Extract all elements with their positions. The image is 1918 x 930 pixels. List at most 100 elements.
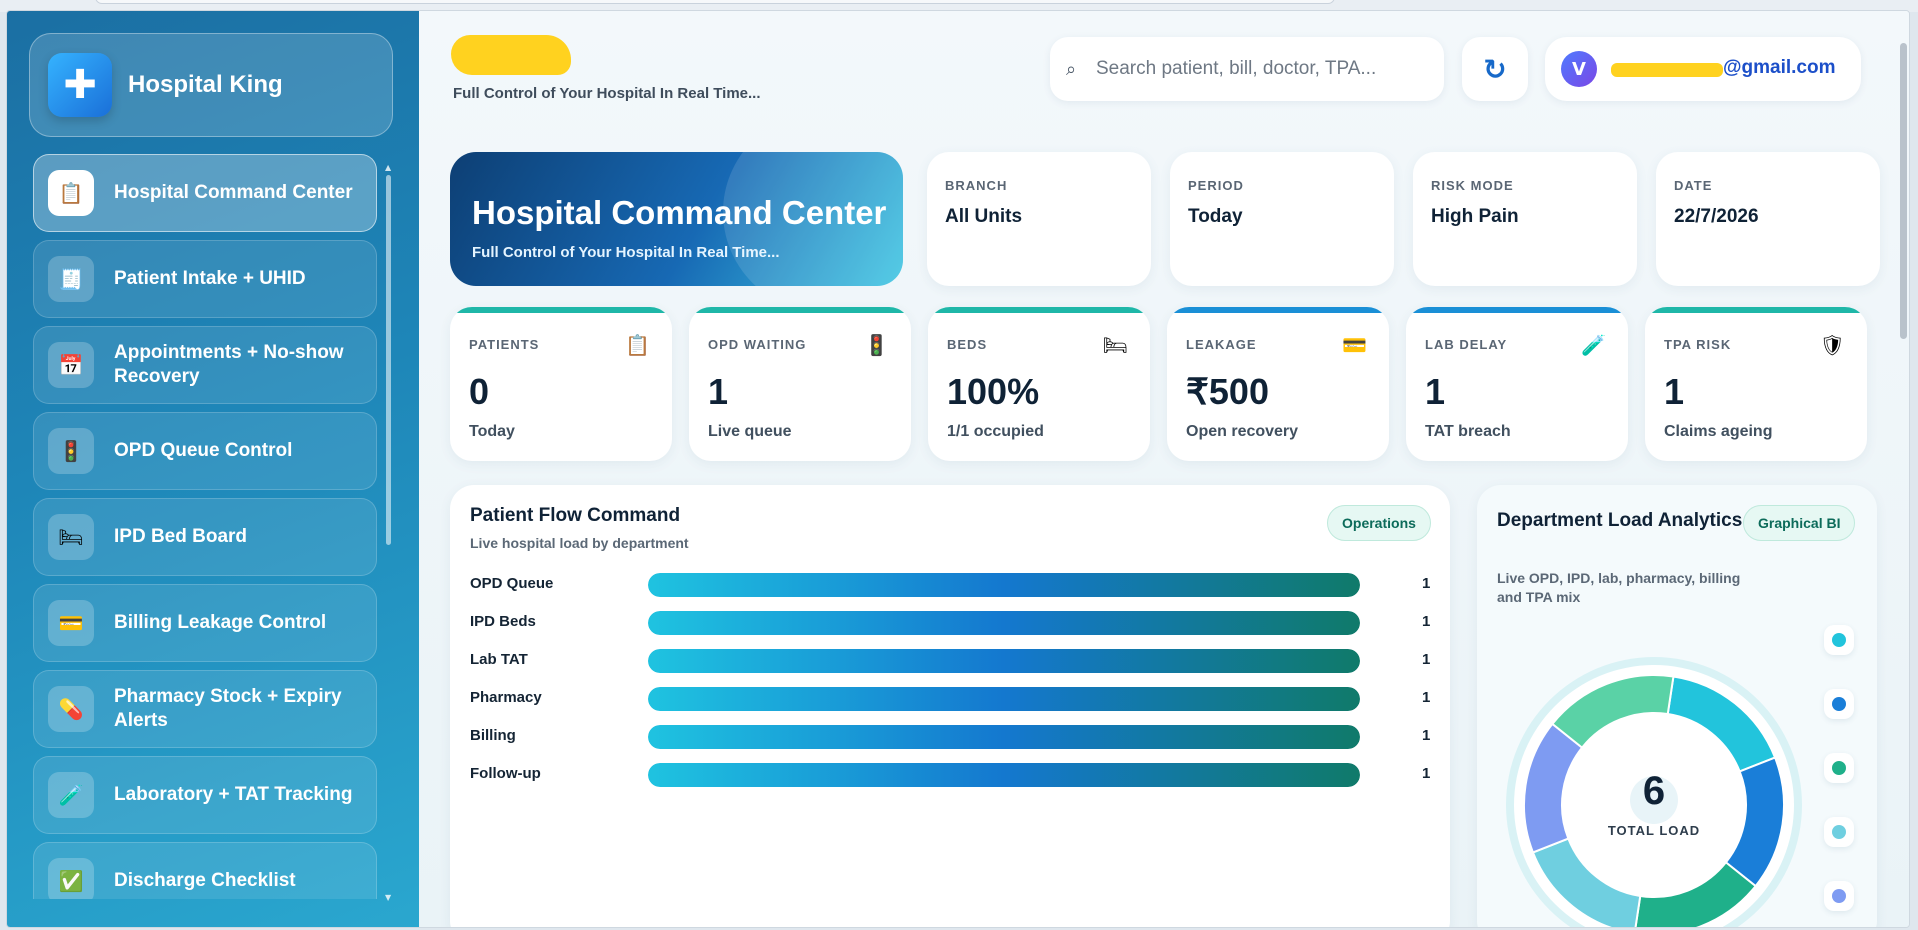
total-load-caption: TOTAL LOAD (1607, 823, 1701, 838)
avatar: V (1561, 51, 1597, 87)
test-tube-icon: 🧪 (1581, 333, 1606, 357)
refresh-icon: ↻ (1483, 52, 1507, 86)
kpi-value: 1 (708, 371, 729, 412)
flow-row: OPD Queue 1 (470, 573, 1430, 597)
flow-row: IPD Beds 1 (470, 611, 1430, 635)
kpi-label: LAB DELAY (1425, 337, 1508, 352)
credit-card-icon: 💳 (1342, 333, 1367, 357)
flow-bar-fill (648, 725, 1360, 749)
refresh-button[interactable]: ↻ (1462, 37, 1528, 101)
legend-marker (1824, 817, 1854, 847)
legend-color-swatch (1832, 825, 1846, 839)
clipboard-icon: 📋 (625, 333, 650, 357)
traffic-light-icon: 🚦 (48, 428, 94, 474)
department-load-panel: Department Load Analytics Live OPD, IPD,… (1477, 485, 1877, 927)
filter-value: All Units (945, 206, 1023, 227)
sidebar-scroll-thumb[interactable] (386, 175, 391, 545)
flow-row-label: Follow-up (470, 765, 541, 782)
kpi-accent-bar (1167, 307, 1389, 313)
filter-label: DATE (1674, 178, 1713, 193)
sidebar-item[interactable]: 📋 Hospital Command Center (33, 154, 377, 232)
sidebar-item[interactable]: 💳 Billing Leakage Control (33, 584, 377, 662)
flow-bar-track (648, 611, 1360, 635)
search-input[interactable] (1096, 58, 1426, 80)
user-menu[interactable]: V @gmail.com (1545, 37, 1861, 101)
flow-bar-track (648, 649, 1360, 673)
scroll-down-icon[interactable]: ▼ (385, 893, 392, 902)
kpi-card-leakage[interactable]: LEAKAGE 💳 ₹500 Open recovery (1167, 307, 1389, 461)
flow-row-count: 1 (1422, 575, 1431, 592)
search-icon: ⌕ (1066, 58, 1077, 80)
window-scroll-thumb[interactable] (1900, 43, 1907, 339)
sidebar-item[interactable]: 📅 Appointments + No-show Recovery (33, 326, 377, 404)
sidebar: ✚ Hospital King 📋 Hospital Command Center… (7, 11, 419, 927)
department-donut-chart (1506, 657, 1802, 927)
kpi-subtext: Live queue (708, 423, 792, 440)
flow-row-label: Billing (470, 727, 516, 744)
dept-title: Department Load Analytics (1497, 510, 1743, 531)
flow-bar-track (648, 763, 1360, 787)
kpi-card-opd-waiting[interactable]: OPD WAITING 🚦 1 Live queue (689, 307, 911, 461)
redacted-email (1611, 63, 1723, 77)
sidebar-scrollbar[interactable]: ▲ ▼ (385, 163, 391, 903)
flow-bar-fill (648, 649, 1360, 673)
kpi-card-lab-delay[interactable]: LAB DELAY 🧪 1 TAT breach (1406, 307, 1628, 461)
graphical-bi-badge[interactable]: Graphical BI (1743, 505, 1856, 541)
sidebar-item[interactable]: 🧾 Patient Intake + UHID (33, 240, 377, 318)
sidebar-item-label: OPD Queue Control (114, 440, 293, 461)
sidebar-item-label: Patient Intake + UHID (114, 268, 306, 289)
flow-row-label: Lab TAT (470, 651, 528, 668)
header-subtitle: Full Control of Your Hospital In Real Ti… (453, 85, 761, 102)
kpi-label: BEDS (947, 337, 988, 352)
filter-value: Today (1188, 206, 1243, 227)
scroll-up-icon[interactable]: ▲ (385, 163, 392, 172)
window-scrollbar[interactable] (1899, 31, 1909, 927)
flow-row: Pharmacy 1 (470, 687, 1430, 711)
sidebar-item[interactable]: 🛏 IPD Bed Board (33, 498, 377, 576)
flow-row: Billing 1 (470, 725, 1430, 749)
legend-marker (1824, 881, 1854, 911)
sidebar-nav: 📋 Hospital Command Center 🧾 Patient Intake … (29, 154, 385, 899)
flow-row-count: 1 (1422, 613, 1431, 630)
main-content: Full Control of Your Hospital In Real Ti… (419, 11, 1909, 927)
filter-label: PERIOD (1188, 178, 1244, 193)
sidebar-item[interactable]: 🚦 OPD Queue Control (33, 412, 377, 490)
kpi-card-patients[interactable]: PATIENTS 📋 0 Today (450, 307, 672, 461)
page-title: Hospital Command Center (472, 194, 887, 231)
sidebar-item[interactable]: 🧪 Laboratory + TAT Tracking (33, 756, 377, 834)
browser-address-bar[interactable] (95, 0, 1335, 4)
sidebar-item-label: IPD Bed Board (114, 526, 248, 547)
sidebar-item[interactable]: 💊 Pharmacy Stock + Expiry Alerts (33, 670, 377, 748)
kpi-label: LEAKAGE (1186, 337, 1257, 352)
kpi-card-tpa-risk[interactable]: TPA RISK 🛡 1 Claims ageing (1645, 307, 1867, 461)
sidebar-item-label: Pharmacy Stock + Expiry Alerts (114, 686, 342, 731)
bed-icon: 🛏 (48, 514, 94, 560)
kpi-label: OPD WAITING (708, 337, 807, 352)
kpi-subtext: Claims ageing (1664, 423, 1773, 440)
filter-label: RISK MODE (1431, 178, 1514, 193)
brand[interactable]: ✚ Hospital King (29, 33, 393, 137)
flow-bar-fill (648, 763, 1360, 787)
flow-row-count: 1 (1422, 689, 1431, 706)
top-header: Full Control of Your Hospital In Real Ti… (419, 11, 1909, 126)
sidebar-item[interactable]: ✅ Discharge Checklist (33, 842, 377, 899)
kpi-value: 1 (1425, 371, 1446, 412)
kpi-card-beds[interactable]: BEDS 🛏 100% 1/1 occupied (928, 307, 1150, 461)
bed-icon: 🛏 (1102, 333, 1128, 357)
filter-card-date[interactable]: DATE 22/7/2026 (1656, 152, 1880, 286)
filter-card-branch[interactable]: BRANCH All Units (927, 152, 1151, 286)
user-email: @gmail.com (1723, 57, 1836, 78)
sidebar-item-label: Billing Leakage Control (114, 612, 327, 633)
filter-card-period[interactable]: PERIOD Today (1170, 152, 1394, 286)
flow-row-count: 1 (1422, 765, 1431, 782)
filter-card-risk-mode[interactable]: RISK MODE High Pain (1413, 152, 1637, 286)
search-box[interactable]: ⌕ (1050, 37, 1444, 101)
hero-banner: Hospital Command Center Full Control of … (450, 152, 903, 286)
calendar-icon: 📅 (48, 342, 94, 388)
kpi-label: PATIENTS (469, 337, 540, 352)
kpi-subtext: TAT breach (1425, 423, 1511, 440)
flow-bar-fill (648, 611, 1360, 635)
brand-name: Hospital King (128, 71, 283, 98)
operations-badge[interactable]: Operations (1327, 505, 1431, 541)
receipt-icon: 🧾 (48, 256, 94, 302)
